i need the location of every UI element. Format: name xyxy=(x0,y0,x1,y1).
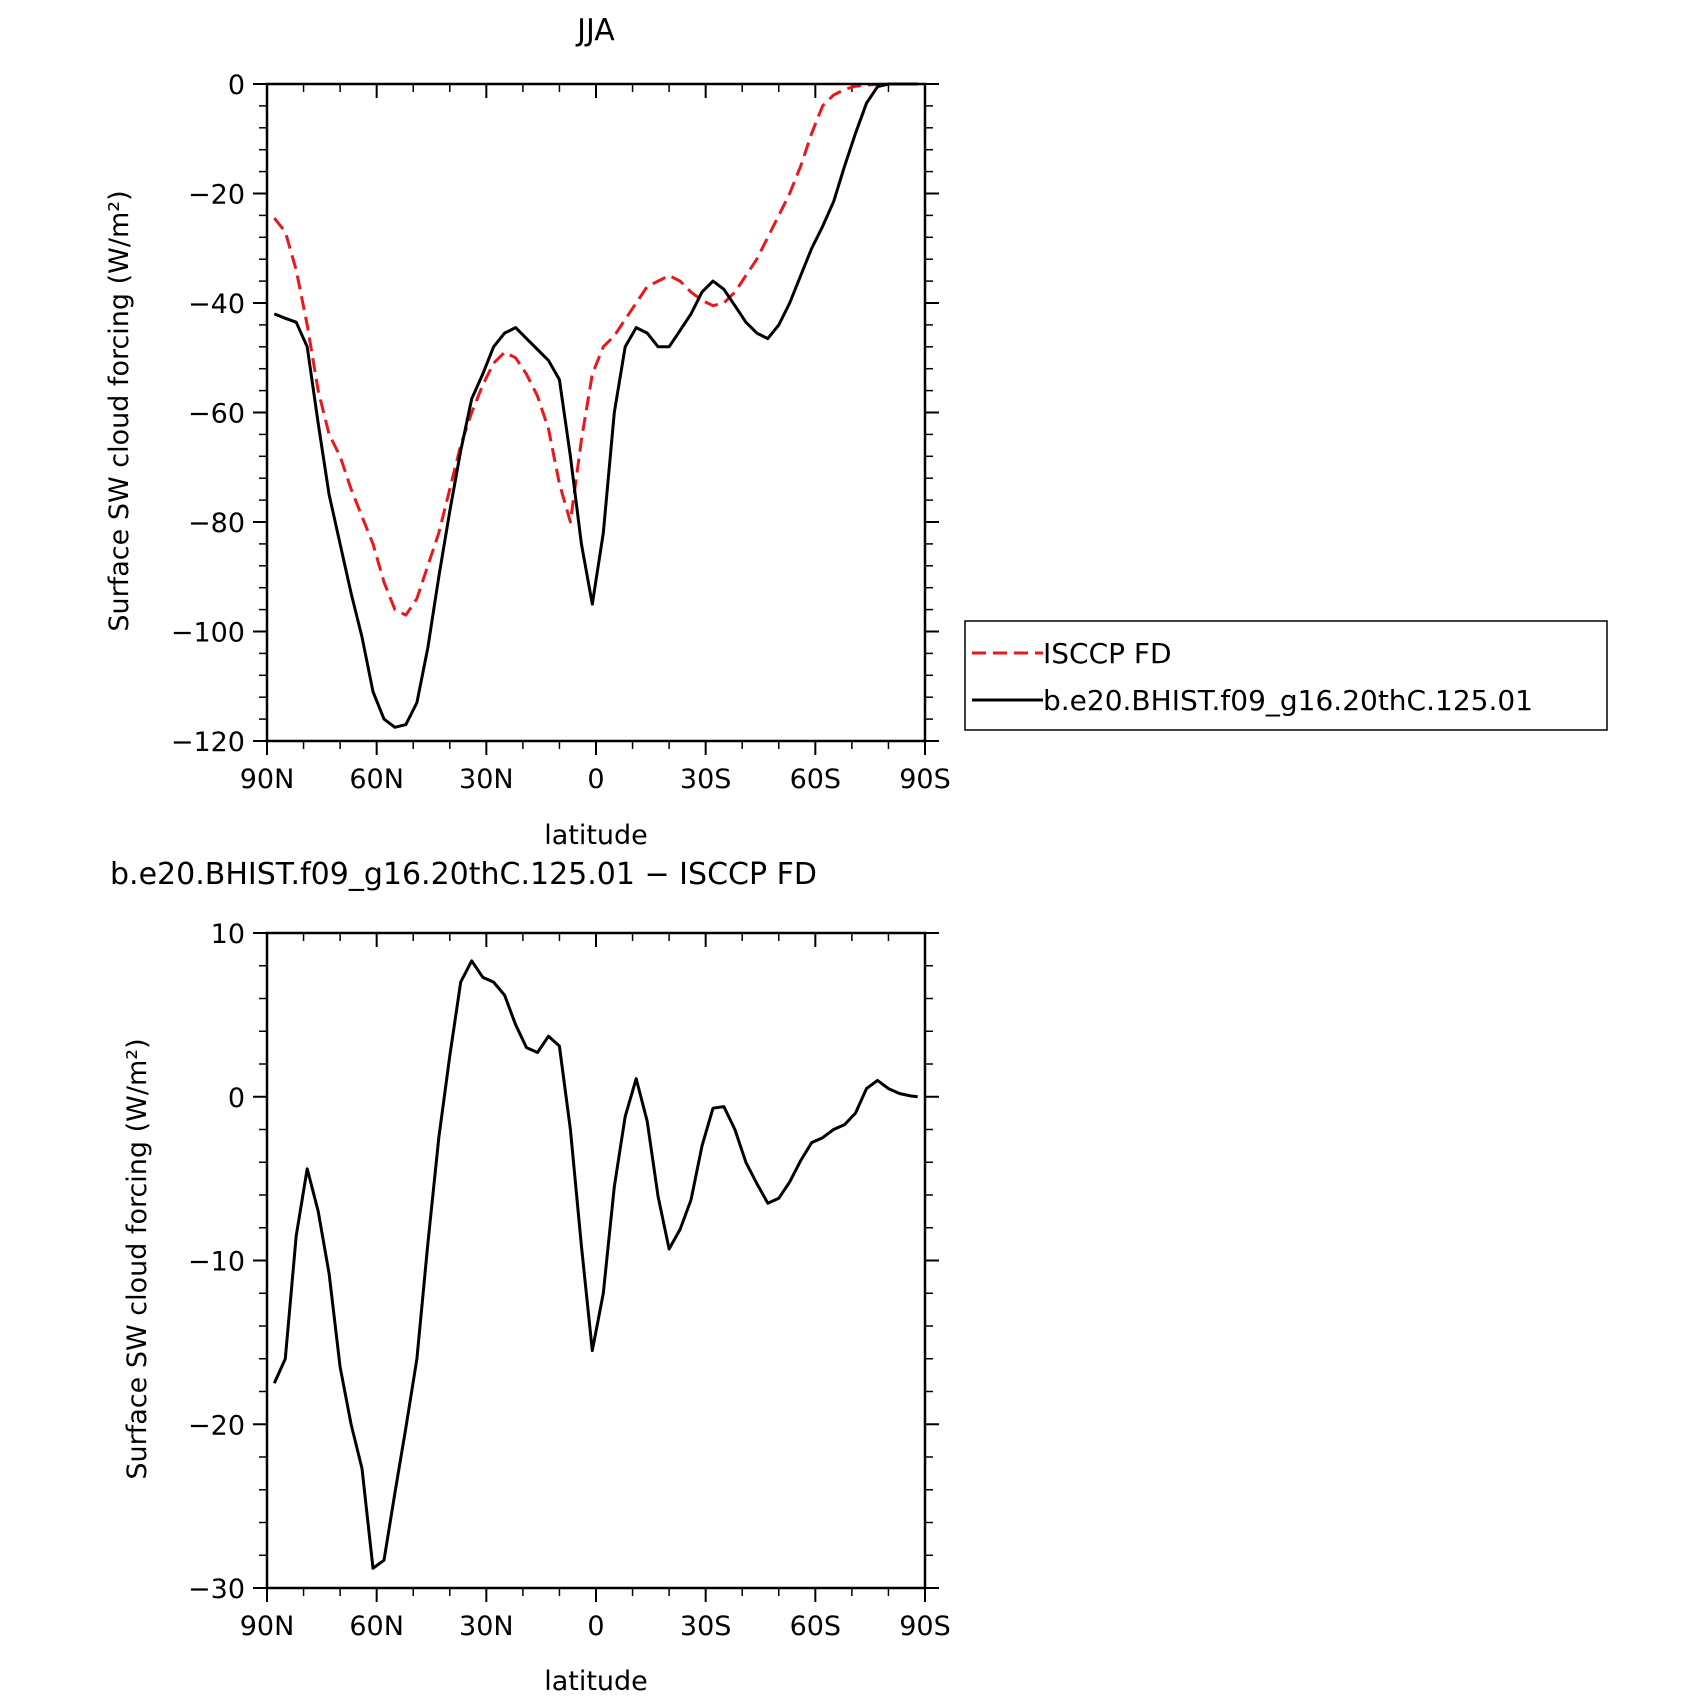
bottom-plot-frame xyxy=(265,931,927,1590)
top-panel: JJA latitude Surface SW cloud forcing (W… xyxy=(104,13,951,851)
bottom-y-axis-label: Surface SW cloud forcing (W/m²) xyxy=(122,1038,153,1479)
top-ticks: 90N 60N 30N 0 30S 60S 90S 0 −20 −40 −60 −80 −100 −120 xyxy=(171,70,951,795)
bottom-y-tick-label: 0 xyxy=(228,1083,245,1114)
top-y-tick-label: 0 xyxy=(228,70,245,101)
top-series-line-isccp xyxy=(273,82,918,617)
top-series-layer xyxy=(273,82,918,729)
bottom-x-tick-label: 60S xyxy=(790,1611,842,1642)
top-y-tick-label: −60 xyxy=(188,399,245,430)
bottom-x-tick-label: 30N xyxy=(459,1611,514,1642)
top-y-tick-label: −80 xyxy=(188,508,245,539)
bottom-y-tick-label: −30 xyxy=(188,1574,245,1605)
top-series-line-model xyxy=(273,82,918,729)
bottom-series-line-diff xyxy=(272,959,918,1570)
top-y-tick-label: −20 xyxy=(188,180,245,211)
bottom-series-layer xyxy=(272,959,918,1570)
top-x-tick-label: 90S xyxy=(899,764,951,795)
bottom-x-axis-label: latitude xyxy=(544,1666,648,1697)
legend-box xyxy=(964,620,1608,731)
legend-label-isccp: ISCCP FD xyxy=(1043,637,1172,670)
bottom-y-tick-label: −10 xyxy=(188,1247,245,1278)
top-y-tick-label: −100 xyxy=(171,618,245,649)
top-x-tick-label: 90N xyxy=(240,764,295,795)
top-x-tick-label: 30N xyxy=(459,764,514,795)
bottom-x-tick-label: 0 xyxy=(587,1611,604,1642)
bottom-panel: b.e20.BHIST.f09_g16.20thC.125.01 − ISCCP… xyxy=(110,857,951,1697)
bottom-chart-title: b.e20.BHIST.f09_g16.20thC.125.01 − ISCCP… xyxy=(110,857,817,892)
top-y-tick-label: −40 xyxy=(188,289,245,320)
top-x-tick-label: 60N xyxy=(349,764,404,795)
bottom-y-tick-label: −20 xyxy=(188,1410,245,1441)
top-y-axis-label: Surface SW cloud forcing (W/m²) xyxy=(104,190,135,631)
top-y-tick-label: −120 xyxy=(171,727,245,758)
bottom-y-tick-label: 10 xyxy=(211,919,245,950)
top-x-tick-label: 0 xyxy=(587,764,604,795)
bottom-x-tick-label: 30S xyxy=(680,1611,732,1642)
bottom-x-tick-label: 90S xyxy=(899,1611,951,1642)
legend: ISCCP FD b.e20.BHIST.f09_g16.20thC.125.0… xyxy=(964,620,1608,731)
top-chart-title: JJA xyxy=(575,13,615,48)
bottom-x-tick-label: 60N xyxy=(349,1611,404,1642)
top-x-tick-label: 30S xyxy=(680,764,732,795)
top-plot-frame xyxy=(265,82,927,743)
bottom-ticks: 90N 60N 30N 0 30S 60S 90S 10 0 −10 −20 −30 xyxy=(188,919,951,1642)
legend-label-model: b.e20.BHIST.f09_g16.20thC.125.01 xyxy=(1043,684,1533,717)
bottom-x-tick-label: 90N xyxy=(240,1611,295,1642)
top-x-axis-label: latitude xyxy=(544,820,648,851)
top-x-tick-label: 60S xyxy=(790,764,842,795)
